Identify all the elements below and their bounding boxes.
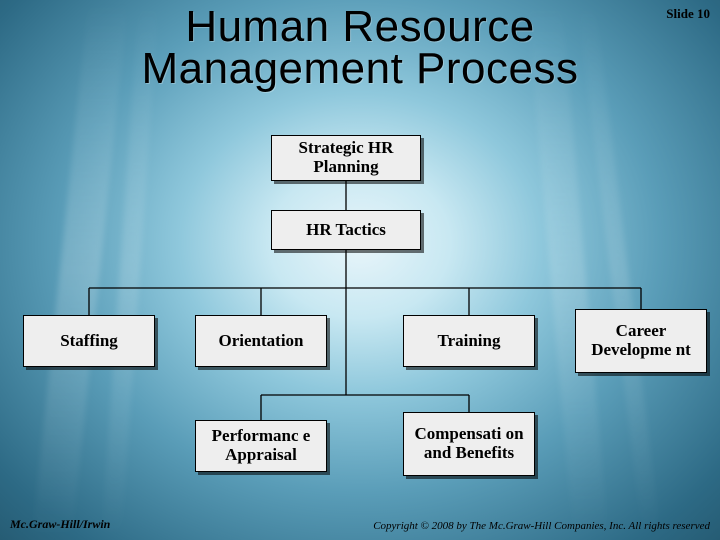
footer-publisher: Mc.Graw-Hill/Irwin xyxy=(10,517,110,532)
page-title: Human Resource Management Process xyxy=(0,6,720,90)
node-orientation: Orientation xyxy=(195,315,327,367)
footer-copyright: Copyright © 2008 by The Mc.Graw-Hill Com… xyxy=(373,520,710,532)
node-staffing: Staffing xyxy=(23,315,155,367)
node-strategic: Strategic HR Planning xyxy=(271,135,421,181)
node-tactics: HR Tactics xyxy=(271,210,421,250)
node-training: Training xyxy=(403,315,535,367)
node-comp: Compensati on and Benefits xyxy=(403,412,535,476)
node-career: Career Developme nt xyxy=(575,309,707,373)
title-line-1: Human Resource xyxy=(0,6,720,48)
title-line-2: Management Process xyxy=(0,48,720,90)
node-perf: Performanc e Appraisal xyxy=(195,420,327,472)
